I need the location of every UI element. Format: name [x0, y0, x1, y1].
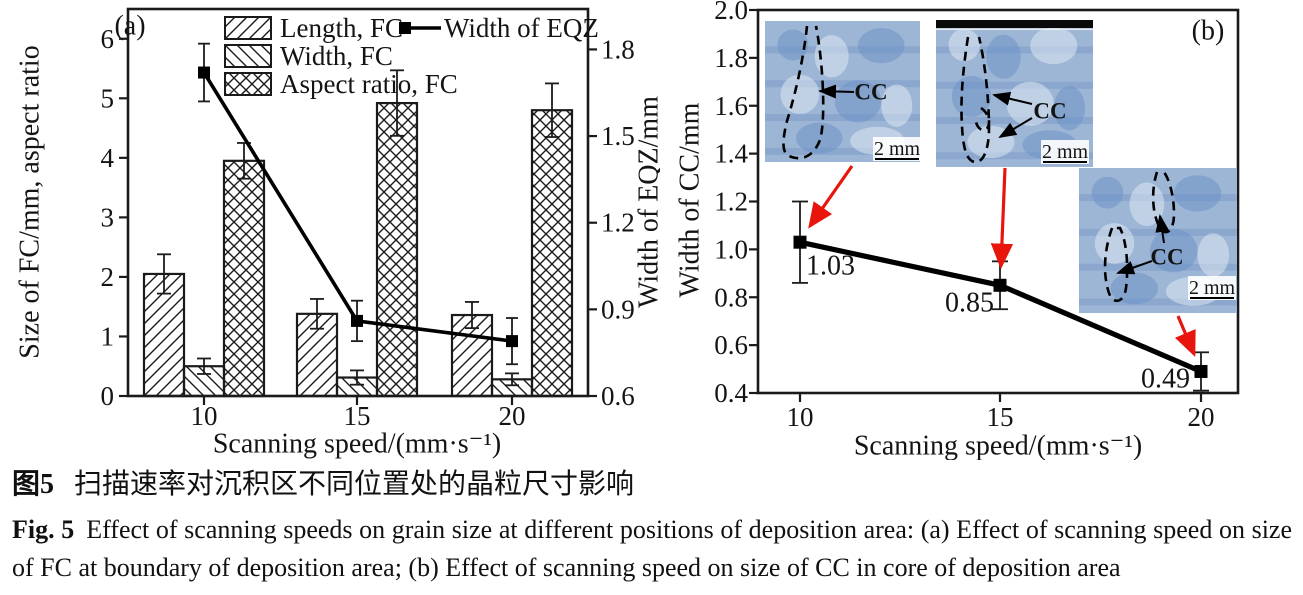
error-bar [545, 82, 559, 138]
right-tick-label: 1.2 [601, 208, 635, 238]
error-bar [350, 369, 364, 386]
caption-english: Fig. 5 Effect of scanning speeds on grain… [12, 511, 1292, 587]
grain-outline [782, 25, 825, 160]
left-tick-label: 1.8 [714, 43, 748, 73]
x-tick-label: 10 [787, 402, 814, 432]
scalebar-label: 2 mm [1189, 277, 1236, 299]
surface-band [936, 20, 1093, 28]
legend-label: Width, FC [280, 41, 393, 71]
bar-aspect-ratio-fc-15 [375, 101, 419, 398]
left-tick-label: 1.6 [714, 91, 748, 121]
panel-label-a: (a) [114, 11, 145, 42]
cc-arrow [1116, 260, 1153, 275]
left-tick-label: 0 [101, 381, 115, 411]
grain-outline [974, 106, 991, 132]
caption-chinese: 图5 扫描速率对沉积区不同位置处的晶粒尺寸影响 [12, 468, 1292, 502]
x-tick-label: 10 [191, 401, 218, 431]
left-tick-label: 0.4 [714, 378, 748, 408]
cc-arrow [818, 84, 855, 99]
left-tick-label: 5 [101, 83, 115, 113]
cc-label: CC [854, 80, 887, 105]
grain-outline [960, 36, 991, 164]
legend-eqz-label: Width of EQZ [444, 13, 599, 43]
legend-label: Length, FC [280, 13, 403, 43]
panel-label-b: (b) [1192, 16, 1225, 47]
left-tick-label: 0.8 [714, 282, 748, 312]
error-bar [505, 372, 519, 387]
cc-label: CC [1150, 245, 1183, 270]
left-tick-label: 2 [101, 262, 115, 292]
left-tick-label: 3 [101, 202, 115, 232]
caption-en-label: Fig. 5 [12, 515, 75, 544]
legend-swatch-diag-down [224, 44, 272, 68]
left-tick-label: 1.2 [714, 187, 748, 217]
cc-point-marker [793, 235, 807, 249]
chart-b-width-of-cc: 0.4 0.6 0.8 1.0 1.2 1.4 1.6 1.8 2.0 10 15 20 CC 2 mm C… [675, 0, 1240, 461]
legend-swatch-crosshatch [224, 72, 272, 96]
eqz-point-marker [198, 66, 210, 79]
left-tick-label: 2.0 [714, 0, 748, 25]
error-bar [197, 357, 211, 375]
point-value-label: 0.85 [945, 288, 994, 319]
scalebar-bg [1041, 140, 1089, 164]
left-tick-label: 0.6 [714, 330, 748, 360]
cc-point-marker [993, 278, 1007, 292]
right-tick-label: 1.8 [601, 34, 635, 64]
cc-arrow [992, 91, 1033, 106]
error-bar [157, 253, 171, 295]
x-axis-label-b: Scanning speed/(mm·s⁻¹) [854, 431, 1142, 461]
cc-label: CC [1033, 99, 1066, 124]
x-tick-label: 15 [344, 401, 371, 431]
y-axis-label-left: Size of FC/mm, aspect ratio [15, 45, 46, 358]
inset-micrograph-speed-15 [936, 20, 1093, 167]
error-bar [465, 301, 479, 330]
inset-micrograph-speed-10 [765, 21, 920, 162]
caption-zh-label: 图5 [12, 469, 55, 500]
left-tick-label: 1 [101, 321, 115, 351]
x-tick-label: 20 [1188, 402, 1215, 432]
red-pointer-arrow [990, 167, 1014, 270]
eqz-point-marker [351, 314, 363, 327]
eqz-point-marker [506, 335, 518, 348]
red-pointer-arrow [808, 165, 854, 229]
right-tick-label: 0.9 [601, 294, 635, 324]
point-value-label: 0.49 [1141, 364, 1190, 395]
legend-eqz-marker [399, 22, 411, 34]
left-tick-label: 1.0 [714, 234, 748, 264]
red-pointer-arrow [1174, 315, 1196, 357]
left-tick-label: 4 [101, 143, 115, 173]
x-axis-label-a: Scanning speed/(mm·s⁻¹) [213, 429, 501, 460]
bar-aspect-ratio-fc-10 [222, 159, 266, 398]
bar-aspect-ratio-fc-20 [530, 109, 574, 398]
error-bar [310, 298, 324, 330]
scalebar-bg [873, 137, 921, 161]
scalebar-bg [1188, 276, 1236, 300]
scalebar-label: 2 mm [1042, 141, 1089, 163]
right-tick-label: 0.6 [601, 381, 635, 411]
left-tick-label: 1.4 [714, 139, 748, 169]
scalebar-label: 2 mm [874, 138, 921, 160]
x-tick-label: 20 [499, 401, 526, 431]
cc-arrow [1155, 214, 1170, 244]
grain-outline [1103, 226, 1129, 302]
y-axis-label-b: Width of CC/mm [675, 102, 706, 297]
legend-label: Aspect ratio, FC [280, 69, 458, 99]
cc-point-marker [1194, 364, 1208, 378]
caption-zh-text: 扫描速率对沉积区不同位置处的晶粒尺寸影响 [74, 469, 635, 500]
legend-swatch-diag-up [224, 16, 272, 40]
point-value-label: 1.03 [806, 251, 855, 282]
y-axis-label-right: Width of EQZ/mm [634, 96, 661, 308]
caption-en-text: Effect of scanning speeds on grain size … [12, 515, 1292, 582]
cc-arrow [998, 117, 1033, 139]
left-tick-label: 6 [101, 24, 115, 54]
x-tick-label: 15 [987, 402, 1014, 432]
figure-caption: 图5 扫描速率对沉积区不同位置处的晶粒尺寸影响 Fig. 5 Effect of s… [12, 468, 1292, 587]
error-bar [390, 69, 404, 137]
right-tick-label: 1.5 [601, 121, 635, 151]
